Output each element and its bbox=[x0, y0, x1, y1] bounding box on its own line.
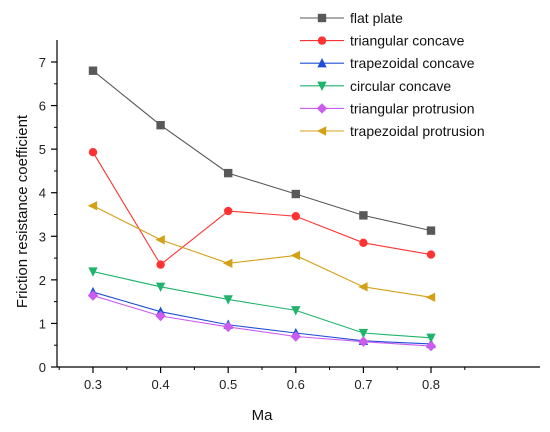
data-point-circular-concave bbox=[291, 306, 301, 316]
legend: flat plate triangular concave trapezoidal … bbox=[300, 10, 485, 139]
legend-label: trapezoidal protrusion bbox=[350, 123, 485, 139]
axes bbox=[56, 40, 540, 368]
data-point-triangular-concave bbox=[224, 206, 233, 216]
series-layer bbox=[87, 66, 437, 352]
data-point-trapezoidal-protrusion bbox=[223, 258, 233, 268]
y-tick-label: 7 bbox=[39, 55, 46, 70]
series-trapezoidal-concave bbox=[88, 286, 436, 349]
legend-label: triangular concave bbox=[350, 33, 465, 49]
series-triangular-concave bbox=[88, 147, 436, 269]
data-point-flat-plate bbox=[359, 211, 368, 220]
data-point-trapezoidal-protrusion bbox=[290, 250, 300, 261]
data-point-flat-plate bbox=[426, 226, 436, 235]
legend-item-trapezoidal-concave: trapezoidal concave bbox=[300, 55, 475, 71]
x-tick-label: 0.6 bbox=[287, 377, 305, 392]
series-triangular-protrusion bbox=[87, 290, 437, 352]
x-tick-label: 0.4 bbox=[152, 377, 170, 392]
y-tick-label: 6 bbox=[39, 99, 46, 114]
legend-label: circular concave bbox=[350, 78, 451, 94]
legend-marker bbox=[316, 103, 328, 114]
legend-label: trapezoidal concave bbox=[350, 55, 475, 71]
data-point-circular-concave bbox=[155, 282, 166, 293]
data-point-triangular-protrusion bbox=[223, 321, 234, 333]
data-point-triangular-concave bbox=[426, 250, 436, 259]
x-tick-label: 0.8 bbox=[422, 377, 440, 392]
data-point-triangular-protrusion bbox=[358, 336, 369, 347]
series-line-circular-concave bbox=[92, 271, 432, 339]
series-circular-concave bbox=[88, 267, 436, 344]
data-point-flat-plate bbox=[291, 189, 300, 199]
x-axis-title: Ma bbox=[252, 407, 273, 424]
data-point-triangular-protrusion bbox=[155, 310, 166, 322]
series-trapezoidal-protrusion bbox=[87, 201, 436, 302]
data-point-circular-concave bbox=[426, 333, 436, 344]
series-flat-plate bbox=[88, 66, 436, 235]
legend-marker bbox=[316, 126, 327, 136]
legend-label: triangular protrusion bbox=[350, 100, 475, 116]
x-tick-label: 0.7 bbox=[354, 377, 372, 392]
legend-item-flat-plate: flat plate bbox=[300, 10, 403, 26]
data-point-trapezoidal-protrusion bbox=[155, 235, 165, 245]
data-point-circular-concave bbox=[358, 328, 369, 339]
legend-marker bbox=[317, 58, 327, 68]
data-point-trapezoidal-protrusion bbox=[87, 201, 98, 211]
data-point-triangular-protrusion bbox=[87, 290, 99, 301]
series-line-flat-plate bbox=[92, 70, 432, 232]
legend-item-trapezoidal-protrusion: trapezoidal protrusion bbox=[300, 123, 485, 139]
y-tick-label: 5 bbox=[39, 142, 46, 157]
y-tick-label: 2 bbox=[39, 273, 46, 288]
data-point-trapezoidal-protrusion bbox=[425, 292, 436, 302]
data-point-triangular-concave bbox=[88, 147, 98, 157]
x-tick-label: 0.3 bbox=[84, 377, 102, 392]
legend-marker bbox=[317, 81, 327, 91]
series-line-triangular-protrusion bbox=[92, 295, 432, 347]
legend-item-triangular-protrusion: triangular protrusion bbox=[300, 100, 475, 116]
data-point-flat-plate bbox=[88, 66, 98, 75]
data-point-triangular-protrusion bbox=[425, 340, 437, 352]
legend-item-circular-concave: circular concave bbox=[300, 78, 451, 94]
data-point-trapezoidal-protrusion bbox=[358, 282, 368, 292]
y-tick-label: 3 bbox=[39, 229, 46, 244]
data-point-flat-plate bbox=[224, 168, 233, 178]
legend-item-triangular-concave: triangular concave bbox=[300, 33, 465, 49]
y-tick-label: 1 bbox=[39, 316, 46, 331]
y-tick-label: 0 bbox=[39, 360, 46, 375]
data-point-triangular-concave bbox=[291, 212, 300, 221]
data-point-flat-plate bbox=[156, 120, 165, 130]
y-tick-label: 4 bbox=[39, 186, 46, 201]
x-tick-label: 0.5 bbox=[219, 377, 237, 392]
data-point-triangular-concave bbox=[359, 238, 368, 248]
series-line-trapezoidal-concave bbox=[92, 291, 432, 345]
legend-label: flat plate bbox=[350, 10, 403, 26]
data-point-circular-concave bbox=[223, 295, 233, 305]
data-point-circular-concave bbox=[88, 267, 98, 277]
ticks: 0 1 2 3 4 5 6 7 0.3 0.4 0.5 0.6 0.7 0.8 bbox=[39, 55, 466, 392]
data-point-triangular-concave bbox=[156, 260, 165, 269]
series-line-trapezoidal-protrusion bbox=[92, 205, 432, 298]
data-point-triangular-protrusion bbox=[290, 331, 301, 342]
y-axis-title: Friction resistance coefficient bbox=[14, 114, 31, 308]
legend-marker bbox=[317, 36, 327, 45]
legend-marker bbox=[317, 13, 327, 23]
series-line-triangular-concave bbox=[92, 151, 432, 266]
